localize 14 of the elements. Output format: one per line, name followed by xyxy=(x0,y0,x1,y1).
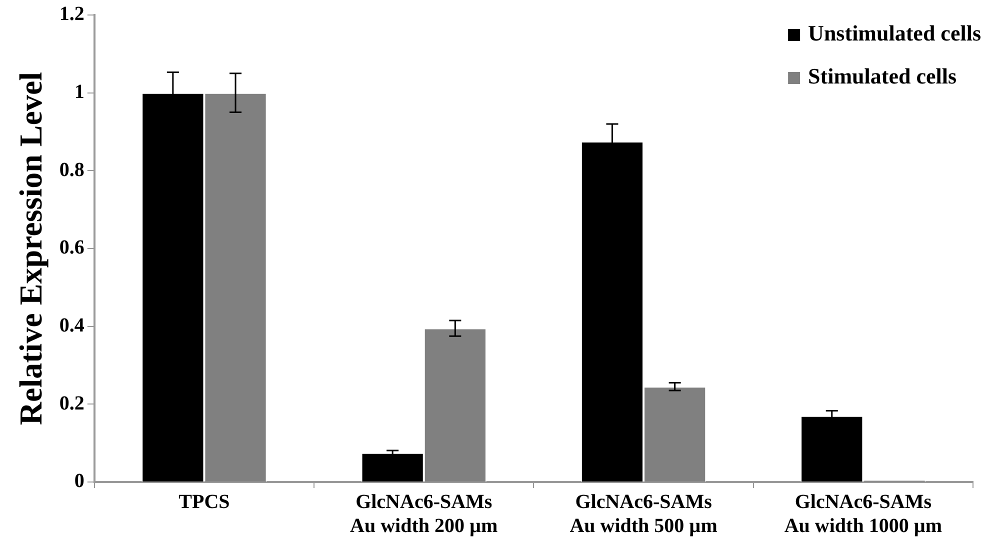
x-tick-label: GlcNAc6-SAMs Au width 1000 µm xyxy=(784,491,942,538)
y-tick-label: 0.8 xyxy=(59,158,84,181)
legend-label: Stimulated cells xyxy=(808,64,957,89)
y-tick-label: 1.2 xyxy=(59,3,84,26)
x-tick-label: GlcNAc6-SAMs Au width 200 µm xyxy=(350,491,498,538)
y-tick-label: 0.4 xyxy=(59,314,84,337)
y-tick-label: 0 xyxy=(74,470,84,492)
legend-label: Unstimulated cells xyxy=(808,20,982,46)
x-tick-label: TPCS xyxy=(178,491,230,514)
y-axis-title: Relative Expression Level xyxy=(12,72,48,426)
y-tick-label: 1 xyxy=(74,81,84,104)
y-tick-label: 0.6 xyxy=(59,236,84,259)
y-tick-label: 0.2 xyxy=(59,392,84,414)
x-tick-label: GlcNAc6-SAMs Au width 500 µm xyxy=(570,491,718,538)
